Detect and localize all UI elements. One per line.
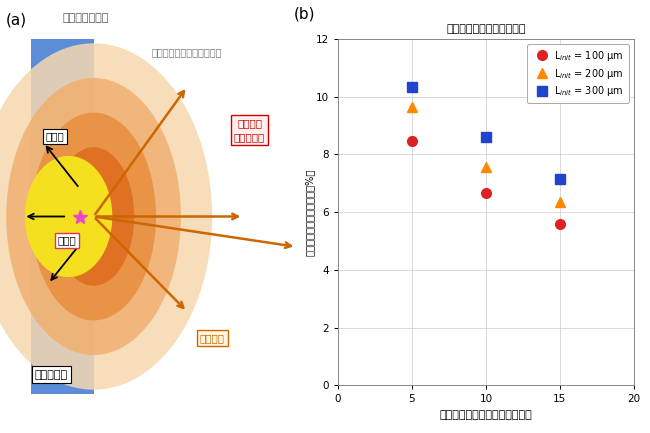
Text: レーザー照射中: レーザー照射中 [62,13,109,23]
Line: L$_{init}$ = 200 μm: L$_{init}$ = 200 μm [407,102,565,207]
Ellipse shape [31,113,156,320]
Line: L$_{init}$ = 300 μm: L$_{init}$ = 300 μm [407,82,565,184]
Legend: L$_{init}$ = 100 μm, L$_{init}$ = 200 μm, L$_{init}$ = 300 μm: L$_{init}$ = 100 μm, L$_{init}$ = 200 μm… [527,44,629,103]
Circle shape [25,156,112,277]
L$_{init}$ = 100 μm [408,139,416,144]
L$_{init}$ = 200 μm [408,104,416,110]
Text: レーザー
伝播・吸収: レーザー 伝播・吸収 [234,118,265,142]
Text: レーザー生成膨張プラズマ: レーザー生成膨張プラズマ [152,47,222,57]
L$_{init}$ = 100 μm [482,191,490,196]
Ellipse shape [0,43,212,390]
Title: 予備プラズマの密度勾配長: 予備プラズマの密度勾配長 [446,24,526,34]
Ellipse shape [6,78,181,355]
Text: 放射輸送: 放射輸送 [200,333,225,343]
Text: (b): (b) [294,6,315,22]
L$_{init}$ = 300 μm [408,84,416,89]
L$_{init}$ = 300 μm [556,176,564,181]
Ellipse shape [53,147,134,286]
L$_{init}$ = 200 μm [556,200,564,205]
Bar [31,39,94,394]
Text: ターゲット: ターゲット [35,369,68,380]
Text: 衝撃波: 衝撃波 [46,131,64,142]
Text: (a): (a) [6,13,27,28]
L$_{init}$ = 100 μm [556,221,564,226]
Line: L$_{init}$ = 100 μm: L$_{init}$ = 100 μm [407,136,565,229]
L$_{init}$ = 300 μm [482,135,490,140]
X-axis label: レーザーのパルス幅（ナノ秒）: レーザーのパルス幅（ナノ秒） [439,410,532,420]
Text: 熱伝導: 熱伝導 [58,235,77,246]
Y-axis label: 極端紫外光への変換效率（%）: 極端紫外光への変換效率（%） [304,168,315,256]
L$_{init}$ = 200 μm [482,165,490,170]
